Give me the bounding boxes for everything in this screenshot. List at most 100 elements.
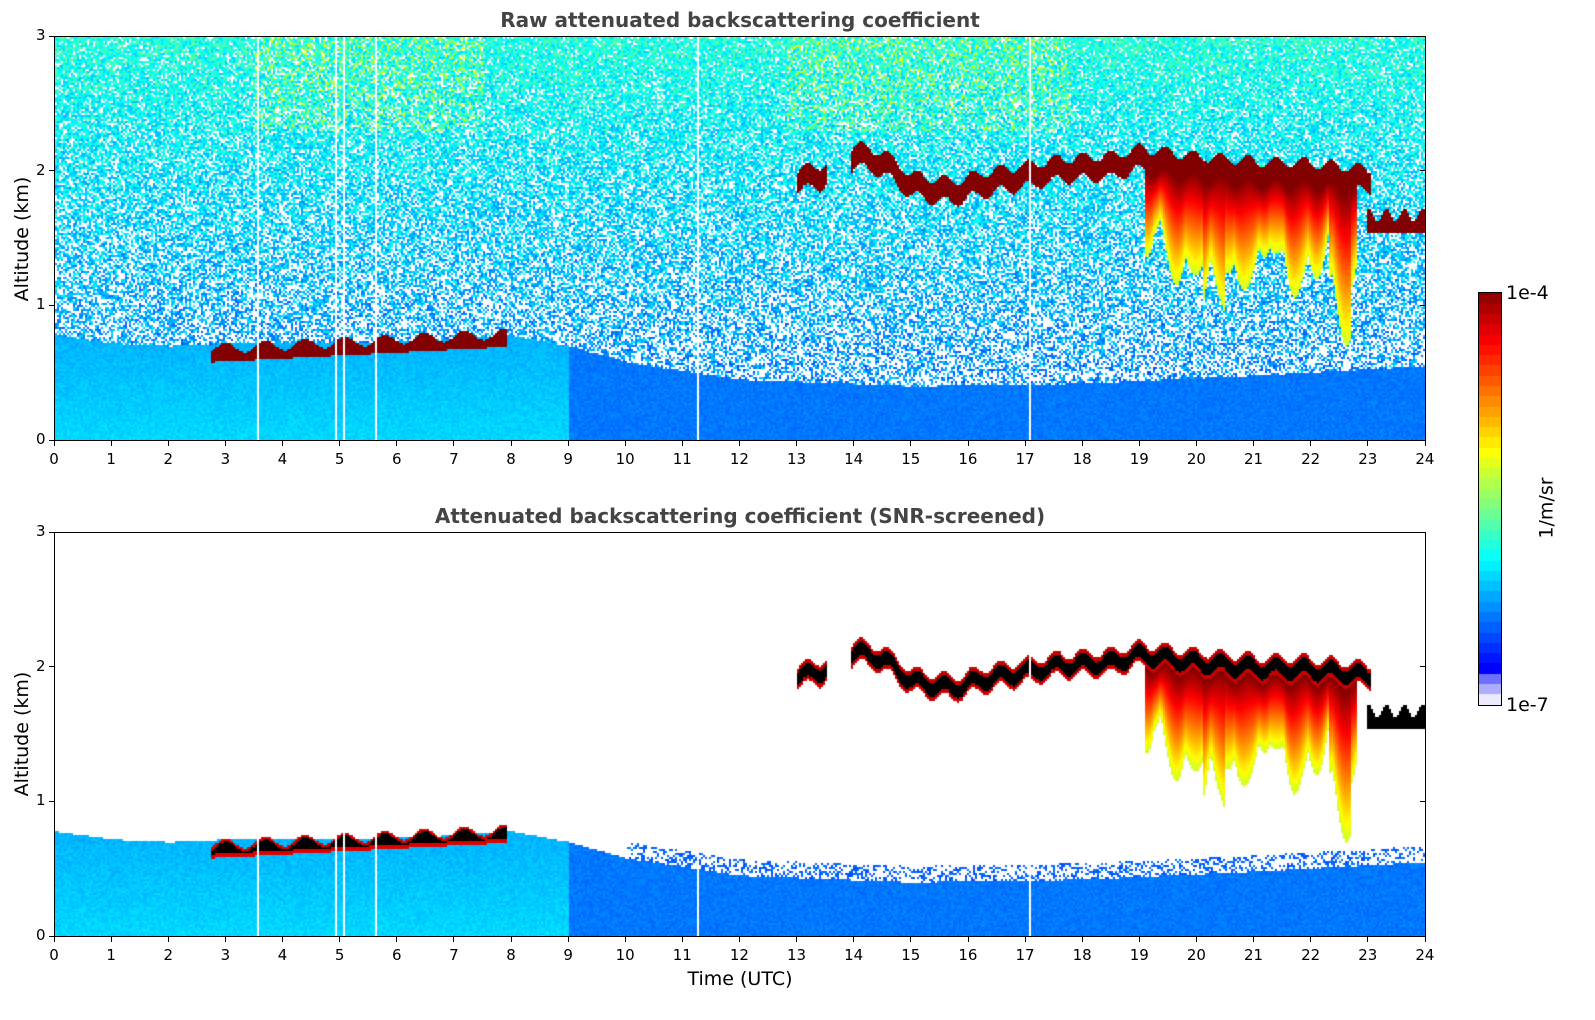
x-tick-label: 13 (787, 946, 807, 964)
x-tick-label: 16 (958, 450, 978, 468)
x-tick-label: 22 (1301, 946, 1321, 964)
x-tick-mark (1138, 441, 1140, 446)
x-tick-label: 0 (49, 946, 59, 964)
top-heatmap-panel (54, 36, 1426, 441)
x-tick-mark (510, 441, 512, 446)
x-tick-mark (739, 937, 740, 942)
colorbar-min-label: 1e-7 (1506, 694, 1549, 716)
y-tick-label: 1 (36, 791, 46, 810)
x-tick-label: 21 (1244, 946, 1264, 964)
x-tick-mark (396, 441, 398, 446)
x-tick-mark (739, 441, 740, 446)
x-tick-label: 6 (391, 450, 402, 468)
x-tick-label: 16 (958, 946, 978, 964)
x-tick-label: 14 (844, 946, 864, 964)
x-tick-mark (396, 937, 398, 942)
x-tick-mark (1424, 441, 1426, 446)
x-tick-mark (853, 937, 855, 942)
y-tick-mark-right (1420, 304, 1425, 306)
x-tick-label: 12 (729, 946, 749, 964)
y-tick-mark-right (1420, 531, 1425, 533)
x-tick-label: 24 (1415, 450, 1435, 468)
x-tick-mark (1196, 937, 1197, 942)
x-tick-mark (796, 937, 798, 942)
colorbar-max-label: 1e-4 (1506, 282, 1549, 304)
x-tick-label: 1 (106, 450, 116, 468)
x-tick-label: 19 (1129, 946, 1149, 964)
x-tick-label: 20 (1186, 450, 1206, 468)
x-tick-label: 15 (901, 450, 921, 468)
x-tick-mark (567, 937, 569, 942)
x-tick-label: 18 (1072, 946, 1092, 964)
x-tick-label: 21 (1244, 450, 1264, 468)
x-tick-mark (1253, 441, 1255, 446)
y-tick-label: 2 (36, 160, 46, 179)
top-heatmap-canvas (55, 37, 1425, 440)
x-tick-label: 4 (277, 946, 288, 964)
x-tick-label: 19 (1129, 450, 1149, 468)
x-tick-label: 0 (49, 450, 59, 468)
top-panel-ylabel: Altitude (km) (11, 176, 33, 302)
x-tick-mark (110, 441, 112, 446)
colorbar-unit-label: 1/m/sr (1535, 477, 1558, 539)
x-tick-label: 12 (729, 450, 749, 468)
x-tick-label: 1 (106, 946, 116, 964)
x-tick-label: 9 (563, 946, 573, 964)
y-tick-label: 0 (36, 430, 46, 448)
x-tick-label: 8 (506, 450, 516, 468)
x-tick-label: 7 (449, 450, 459, 468)
x-tick-mark (967, 441, 969, 446)
x-tick-label: 7 (449, 946, 459, 964)
x-tick-mark (1024, 937, 1026, 942)
x-tick-label: 15 (901, 946, 921, 964)
x-tick-mark (339, 937, 341, 942)
x-tick-label: 17 (1015, 450, 1035, 468)
y-tick-label: 3 (36, 522, 46, 540)
x-tick-mark (53, 937, 55, 942)
x-tick-label: 2 (163, 946, 173, 964)
y-tick-label: 1 (36, 295, 46, 314)
x-tick-mark (1310, 441, 1312, 446)
x-tick-mark (567, 441, 569, 446)
x-tick-mark (510, 937, 512, 942)
x-tick-mark (910, 441, 912, 446)
x-tick-mark (224, 937, 226, 942)
x-tick-label: 6 (391, 946, 402, 964)
x-tick-mark (1024, 441, 1026, 446)
y-tick-mark (49, 35, 54, 37)
x-tick-mark (282, 441, 283, 446)
x-tick-mark (453, 441, 455, 446)
x-tick-label: 22 (1301, 450, 1321, 468)
x-tick-label: 11 (672, 450, 692, 468)
x-tick-label: 14 (844, 450, 864, 468)
top-panel-title: Raw attenuated backscattering coefficien… (500, 8, 980, 32)
bottom-panel-ylabel: Altitude (km) (11, 671, 33, 797)
y-tick-mark (49, 439, 54, 441)
x-tick-label: 10 (615, 946, 635, 964)
x-tick-label: 20 (1186, 946, 1206, 964)
y-tick-label: 3 (36, 26, 46, 44)
x-tick-label: 10 (615, 450, 635, 468)
x-tick-mark (167, 937, 169, 942)
y-tick-mark-right (1420, 170, 1425, 172)
x-tick-mark (624, 937, 626, 942)
x-tick-label: 4 (277, 450, 288, 468)
x-tick-mark (967, 937, 969, 942)
x-tick-mark (681, 937, 683, 942)
x-tick-mark (1196, 441, 1197, 446)
x-tick-mark (1253, 937, 1255, 942)
x-tick-label: 9 (563, 450, 573, 468)
x-tick-mark (224, 441, 226, 446)
x-tick-mark (282, 937, 283, 942)
x-tick-label: 5 (334, 946, 345, 964)
y-tick-mark (49, 304, 54, 306)
x-tick-mark (1367, 937, 1369, 942)
x-tick-label: 17 (1015, 946, 1035, 964)
x-tick-label: 2 (163, 450, 173, 468)
x-tick-label: 18 (1072, 450, 1092, 468)
x-axis-label: Time (UTC) (687, 968, 793, 990)
y-tick-mark-right (1420, 666, 1425, 668)
y-tick-mark (49, 935, 54, 937)
x-tick-label: 8 (506, 946, 516, 964)
x-tick-label: 24 (1415, 946, 1435, 964)
